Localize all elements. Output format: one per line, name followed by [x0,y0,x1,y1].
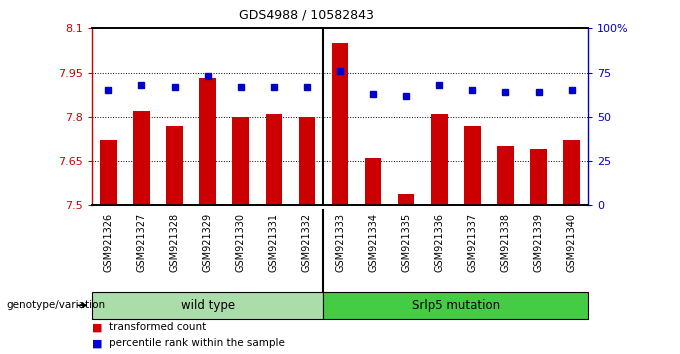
Text: GSM921331: GSM921331 [269,213,279,272]
Text: GSM921333: GSM921333 [335,213,345,272]
Bar [563,141,580,205]
Text: GSM921334: GSM921334 [368,213,378,272]
Text: GSM921327: GSM921327 [137,213,146,272]
Bar [199,79,216,205]
Bar [133,111,150,205]
Text: GSM921335: GSM921335 [401,213,411,272]
Bar [299,117,316,205]
Bar [265,114,282,205]
Text: GDS4988 / 10582843: GDS4988 / 10582843 [239,9,373,22]
Text: GSM921332: GSM921332 [302,213,312,272]
Bar [100,141,117,205]
Bar [92,292,324,319]
Text: Srlp5 mutation: Srlp5 mutation [412,299,500,312]
Bar [332,43,348,205]
Bar [464,126,481,205]
Text: GSM921329: GSM921329 [203,213,213,272]
Text: GSM921338: GSM921338 [500,213,511,272]
Text: percentile rank within the sample: percentile rank within the sample [109,338,285,348]
Bar [530,149,547,205]
Text: GSM921328: GSM921328 [169,213,180,272]
Bar [431,114,447,205]
Text: transformed count: transformed count [109,322,206,332]
Text: GSM921337: GSM921337 [467,213,477,272]
Text: GSM921326: GSM921326 [103,213,114,272]
Text: GSM921339: GSM921339 [534,213,543,272]
Bar [324,292,588,319]
Bar [167,126,183,205]
Bar [365,158,381,205]
Bar [497,146,514,205]
Bar [233,117,249,205]
Text: ■: ■ [92,322,102,332]
Text: genotype/variation: genotype/variation [7,300,106,310]
Text: GSM921336: GSM921336 [435,213,444,272]
Bar [398,194,415,205]
Text: GSM921340: GSM921340 [566,213,577,272]
Text: GSM921330: GSM921330 [236,213,245,272]
Text: ■: ■ [92,338,102,348]
Text: wild type: wild type [181,299,235,312]
